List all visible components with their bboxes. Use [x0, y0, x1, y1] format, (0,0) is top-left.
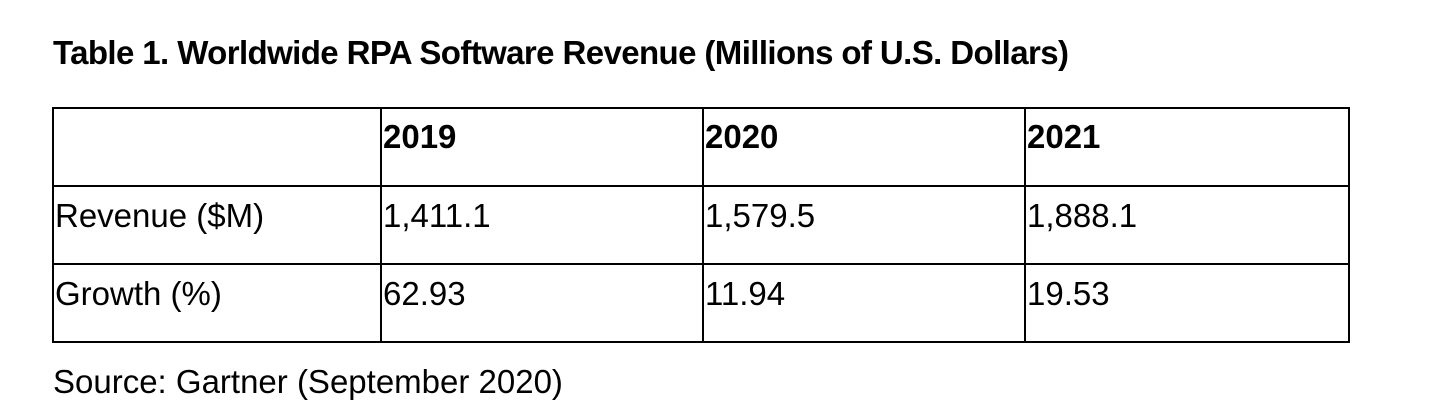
column-header-2021: 2021 — [1024, 107, 1350, 187]
column-header-2020: 2020 — [702, 107, 1026, 187]
header-corner-cell — [52, 107, 382, 187]
cell-revenue-2021: 1,888.1 — [1024, 185, 1350, 265]
cell-growth-2019: 62.93 — [380, 263, 704, 343]
table-row-growth: Growth (%) 62.93 11.94 19.53 — [52, 263, 1350, 343]
row-label-revenue: Revenue ($M) — [52, 185, 382, 265]
source-note: Source: Gartner (September 2020) — [53, 363, 563, 400]
column-header-2019: 2019 — [380, 107, 704, 187]
cell-growth-2020: 11.94 — [702, 263, 1026, 343]
revenue-table: 2019 2020 2021 Revenue ($M) 1,411.1 1,57… — [52, 107, 1350, 343]
table-row-revenue: Revenue ($M) 1,411.1 1,579.5 1,888.1 — [52, 185, 1350, 265]
cell-revenue-2020: 1,579.5 — [702, 185, 1026, 265]
cell-growth-2021: 19.53 — [1024, 263, 1350, 343]
cell-revenue-2019: 1,411.1 — [380, 185, 704, 265]
table-header-row: 2019 2020 2021 — [52, 107, 1350, 187]
row-label-growth: Growth (%) — [52, 263, 382, 343]
table-title: Table 1. Worldwide RPA Software Revenue … — [53, 34, 1069, 71]
